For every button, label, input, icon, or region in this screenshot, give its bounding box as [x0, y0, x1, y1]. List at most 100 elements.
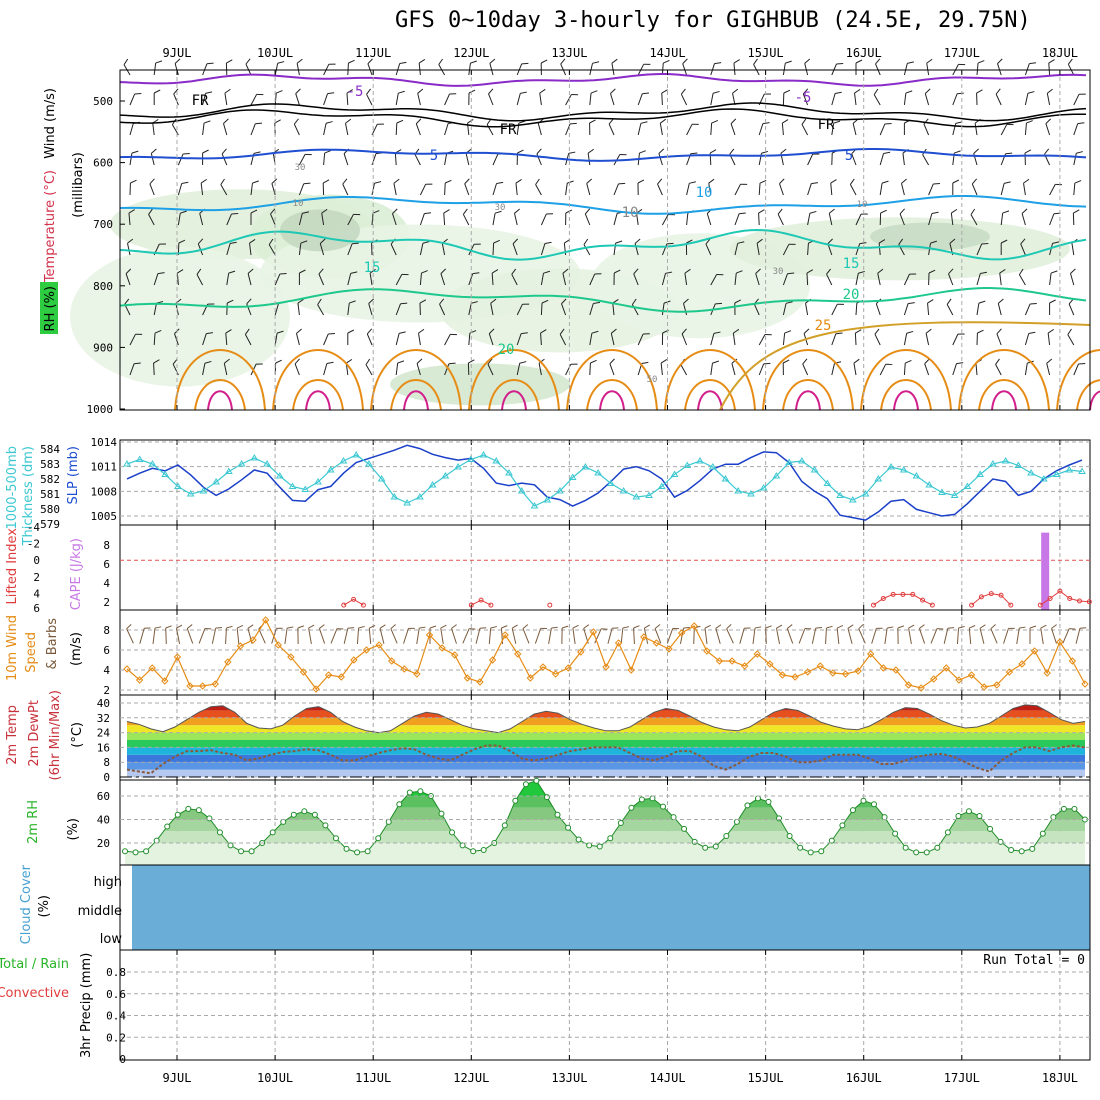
wind-barb — [488, 328, 495, 346]
wind-barb-staff — [468, 273, 474, 286]
thickness-point — [1014, 461, 1023, 468]
wind-barb-flag — [977, 329, 984, 334]
wind-barb — [683, 298, 689, 316]
wind-barb — [177, 153, 190, 166]
wind-barb — [247, 268, 254, 286]
wind-barb-staff — [490, 303, 494, 316]
lifted-line — [971, 593, 1012, 606]
date-label-bottom: 14JUL — [649, 1071, 685, 1085]
wind-barb — [587, 148, 594, 166]
wind-barb-staff — [125, 273, 131, 286]
date-label-top: 18JUL — [1042, 46, 1078, 60]
wind-barb-flag — [976, 89, 983, 94]
wind-barb-staff — [347, 214, 354, 226]
wind-barb-staff — [174, 63, 179, 76]
wind-barb — [565, 180, 574, 196]
wind-barb-flag — [317, 298, 322, 305]
wind10m-barb-flag — [390, 624, 396, 630]
wind10m-barb — [572, 624, 579, 644]
lifted-point — [360, 602, 366, 608]
rh-point — [702, 844, 709, 851]
contour-25 — [860, 349, 952, 411]
wind-barb — [1049, 270, 1058, 286]
lifted-point — [488, 602, 494, 608]
thickness-point — [377, 475, 386, 482]
wind-barb — [177, 181, 189, 196]
rh-point — [322, 822, 329, 829]
wind-barb-staff — [855, 243, 861, 256]
wind10m-barb-flag — [672, 627, 680, 630]
wind-barb-flag — [826, 268, 832, 275]
wind-barb-staff — [223, 123, 228, 136]
contour-35 — [697, 390, 723, 411]
wind-barb-flag — [981, 243, 989, 245]
wind-barb-flag — [244, 328, 250, 335]
wind-barb-staff — [540, 213, 547, 226]
wind10m-point — [1068, 657, 1077, 665]
wind-barb — [296, 58, 303, 76]
wind-barb — [804, 58, 811, 76]
thickness-point — [747, 490, 755, 497]
wind10m-point — [715, 657, 724, 665]
wind-barb-flag — [665, 271, 673, 274]
wind-barb-flag — [980, 271, 987, 274]
wind-barb-flag — [861, 213, 868, 215]
wind-barb-staff — [831, 333, 837, 346]
wind-barb — [464, 178, 470, 196]
wind-barb-flag — [419, 299, 427, 304]
wind-barb-staff — [196, 274, 204, 286]
rh-point — [185, 805, 192, 812]
wind-barb-flag — [952, 179, 960, 184]
wind10m-barb — [607, 627, 619, 644]
wind-barb-flag — [153, 89, 161, 94]
wind10m-barb-flag — [287, 626, 294, 629]
temp-band — [127, 754, 1085, 763]
rh-point — [459, 842, 466, 849]
wind-barb-flag — [684, 268, 691, 274]
wind-barb-staff — [899, 213, 905, 226]
wind-barb-flag — [220, 178, 225, 185]
wind-barb-flag — [729, 148, 735, 155]
wind10m-barb-flag — [561, 625, 569, 629]
wind-barb-staff — [974, 123, 978, 136]
wind-barb-staff — [710, 93, 714, 106]
wind10m-barb-flag — [858, 624, 864, 630]
rh-point — [354, 849, 361, 856]
thickness-point — [861, 490, 870, 497]
wind-barb-flag — [275, 359, 282, 364]
wind-barb-flag — [955, 121, 963, 124]
wind-barb-staff — [418, 63, 421, 76]
wind10m-barb-flag — [297, 625, 304, 629]
wind-barb — [854, 329, 862, 346]
wind10m-point — [564, 664, 572, 672]
wind-barb — [584, 208, 591, 226]
wind-barb-flag — [398, 331, 406, 334]
wind-barb-staff — [1047, 333, 1051, 346]
wind-barb-staff — [854, 93, 857, 106]
thickness-tick-label: 582 — [40, 473, 60, 486]
wind-barb-staff — [128, 213, 131, 226]
wind10m-barb-flag — [490, 626, 497, 629]
pressure-tick-label: 600 — [93, 157, 113, 170]
wind-barb-staff — [468, 303, 472, 316]
wind10m-barb-staff — [726, 628, 734, 644]
wind-barb-flag — [761, 150, 769, 154]
rh-tick-label: 60 — [97, 790, 110, 803]
wind-barb-flag — [398, 90, 405, 94]
wind-barb-staff — [611, 63, 615, 76]
wind-barb-flag — [450, 333, 457, 336]
wind10m-point — [350, 656, 358, 664]
wind10m-point — [362, 646, 371, 654]
wind-barb-flag — [559, 328, 565, 335]
wind10m-barb-staff — [858, 628, 866, 644]
wind-barb — [512, 238, 519, 256]
thickness-point — [403, 499, 412, 506]
thickness-point — [696, 457, 704, 464]
wind-barb — [200, 178, 208, 196]
wind-barb-flag — [971, 178, 978, 185]
wind-barb — [734, 270, 743, 286]
thickness-point — [199, 487, 208, 494]
wind-barb-staff — [346, 92, 349, 106]
rh-point — [754, 795, 761, 802]
wind-barb-flag — [1047, 328, 1055, 334]
